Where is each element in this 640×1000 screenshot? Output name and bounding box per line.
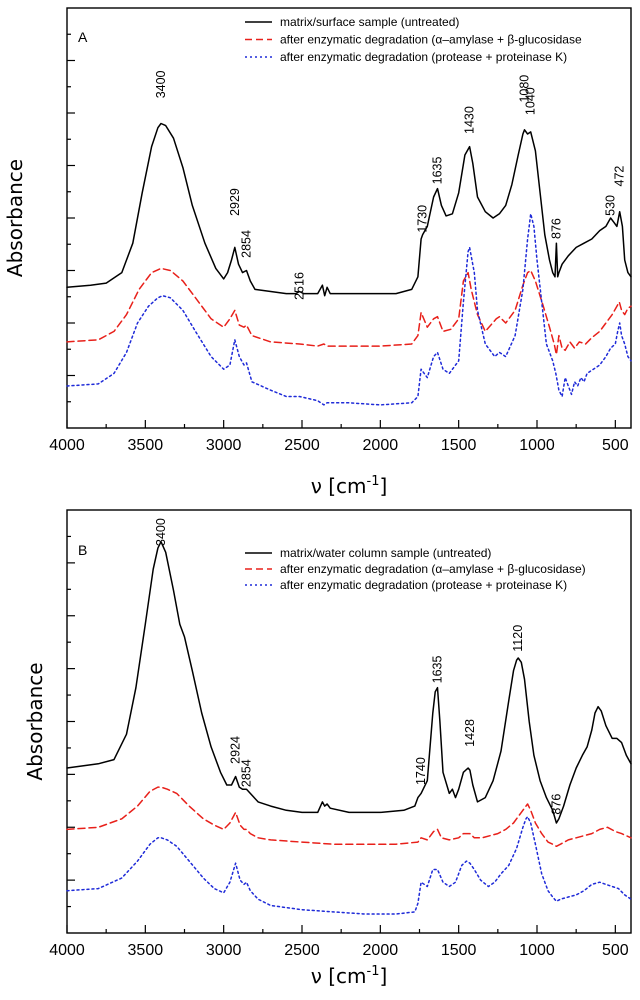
panel-a-peak-label: 876 (549, 218, 563, 239)
panel-a-legend-label: after enzymatic degradation (protease + … (280, 50, 567, 64)
chart-panel-a: 4000 3500 3000 2500 2000 1500 1000 500 ν [cm-1] A… (3, 7, 632, 498)
panel-a-x-tick-label: 2500 (284, 437, 320, 454)
panel-a-x-tick-label: 1000 (519, 437, 555, 454)
panel-a-series-solid (66, 122, 632, 297)
chart-panel-b: 4000 3500 3000 2500 2000 1500 1000 500 ν [cm-1] A… (23, 509, 632, 988)
panel-a-series-dashed (66, 267, 632, 356)
panel-a-peak-label: 2929 (228, 188, 242, 216)
panel-a-x-tick-label: 4000 (49, 437, 85, 454)
panel-b-series-solid (66, 540, 632, 824)
panel-b-letter: B (78, 542, 87, 558)
panel-a-x-tick-label: 3500 (128, 437, 164, 454)
panel-b-x-tick-label: 500 (602, 942, 629, 959)
panel-a-peak-label: 2516 (293, 272, 307, 300)
panel-b-peak-label: 1428 (463, 719, 477, 747)
panel-b-peak-label: 1635 (431, 656, 445, 684)
panel-b-x-tick-label: 1500 (441, 942, 477, 959)
panel-b-series-dashed (66, 786, 632, 848)
panel-a-x-tick-label: 3000 (206, 437, 242, 454)
panel-b-legend-label: after enzymatic degradation (α–amylase +… (280, 562, 586, 576)
panel-a-legend-label: matrix/surface sample (untreated) (280, 15, 459, 29)
panel-b-x-tick-label: 3000 (206, 942, 242, 959)
panel-a-legend-label: after enzymatic degradation (α–amylase +… (280, 33, 582, 47)
panel-b-peak-label: 2924 (229, 736, 243, 764)
panel-b-x-axis-title: ν [cm-1] (311, 964, 388, 988)
panel-b-peak-label: 876 (549, 794, 563, 815)
panel-a-series-dotted (66, 213, 632, 406)
panel-b-x-tick-label: 2000 (363, 942, 399, 959)
panel-b-peak-label: 3400 (154, 518, 168, 546)
panel-b-x-tick-label: 3500 (128, 942, 164, 959)
panel-a-peak-label: 1730 (416, 205, 430, 233)
panel-b-series-dotted (66, 815, 632, 915)
panel-a-peak-label: 1080 (518, 75, 532, 103)
panel-b-peak-label: 2854 (239, 759, 253, 787)
panel-b-y-axis-title: Absorbance (23, 662, 47, 780)
panel-a-y-axis-title: Absorbance (3, 159, 27, 277)
panel-a-peak-label: 1635 (431, 157, 445, 185)
panel-b-legend-label: after enzymatic degradation (protease + … (280, 578, 567, 592)
panel-a-peak-label: 530 (604, 195, 618, 216)
panel-b-x-tick-label: 2500 (284, 942, 320, 959)
panel-a-x-tick-label: 500 (602, 437, 629, 454)
panel-a-peak-label: 3400 (154, 70, 168, 98)
panel-b-legend-label: matrix/water column sample (untreated) (280, 546, 491, 560)
panel-b-peak-label: 1120 (511, 625, 525, 652)
panel-a-peak-label: 1430 (463, 106, 477, 134)
panel-a-letter: A (78, 29, 88, 45)
panel-a-peak-label: 2854 (240, 230, 254, 258)
panel-b-x-tick-label: 1000 (519, 942, 555, 959)
panel-a-x-tick-label: 1500 (441, 437, 477, 454)
panel-b-x-tick-label: 4000 (49, 942, 85, 959)
panel-a-x-tick-label: 2000 (363, 437, 399, 454)
panel-b-peak-label: 1740 (414, 757, 428, 785)
panel-a-peak-label: 472 (613, 166, 627, 187)
panel-a-plot-frame (66, 7, 632, 429)
panel-a-peak-label: 1040 (524, 87, 538, 115)
panel-a-x-axis-title: ν [cm-1] (311, 474, 388, 498)
